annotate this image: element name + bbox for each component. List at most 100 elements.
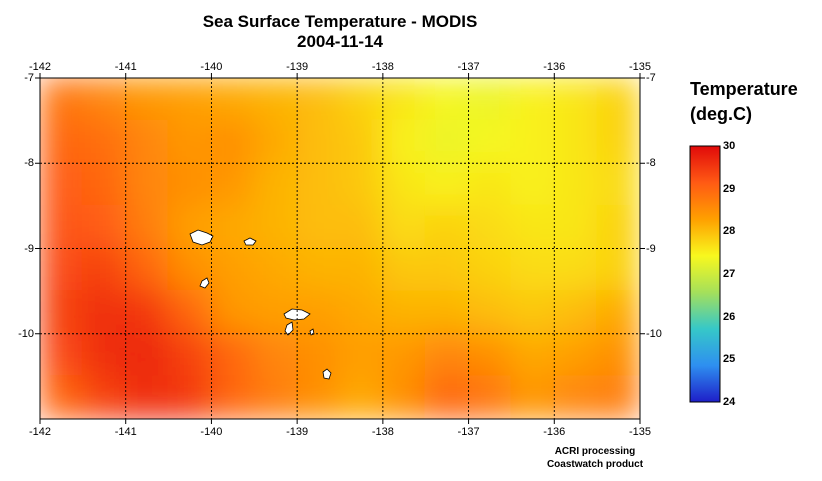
y-tick-label-left: -8 [24,157,34,170]
sst-cell [553,332,599,378]
sst-cell [510,204,556,250]
x-tick-label-bottom: -142 [28,426,52,438]
sst-cell [210,290,256,335]
sst-cell [510,162,556,207]
sst-cell [296,162,341,207]
sst-cell [339,247,384,293]
sst-cell [424,78,470,122]
sst-cell [339,290,384,335]
sst-cell [124,332,170,378]
sst-cell [40,375,84,419]
y-tick-label-left: -7 [24,72,34,84]
sst-cell [167,290,213,335]
sst-cell [424,332,470,378]
y-tick-label-right: -7 [646,72,656,84]
x-tick-label-bottom: -136 [543,426,566,438]
sst-cell [40,332,84,378]
y-tick-label-left: -10 [18,327,34,340]
sst-cell [167,375,213,419]
sst-cell [381,204,427,250]
map-title: Sea Surface Temperature - MODIS [202,12,478,31]
x-tick-label-bottom: -139 [286,426,309,438]
sst-cell [596,290,640,335]
map-date: 2004-11-14 [296,32,384,51]
colorbar-units: (deg.C) [690,104,752,124]
sst-cell [124,204,170,250]
sst-cell [553,247,599,293]
sst-cell [596,119,640,165]
colorbar-title: Temperature [690,79,798,99]
colorbar [689,145,721,403]
sst-cell [210,119,256,165]
sst-cell [424,247,470,293]
sst-cell [381,332,427,378]
sst-cell [253,247,299,293]
sst-cell [596,78,640,122]
sst-cell [467,204,513,250]
x-tick-label-bottom: -140 [200,426,223,438]
sst-cell [167,119,213,165]
sst-cell [253,204,299,250]
sst-cell [210,332,256,378]
sst-cell [510,78,556,122]
sst-cell [40,119,84,165]
sst-cell [253,332,299,378]
sst-cell [553,119,599,165]
sst-cell [81,78,127,122]
sst-cell [510,332,556,378]
sst-field [40,78,640,419]
sst-cell [596,247,640,293]
island-fatu-hiva [322,368,332,380]
sst-cell [253,119,299,165]
sst-cell [124,119,170,165]
y-tick-label-right: -10 [646,327,662,340]
colorbar-tick-label: 30 [723,140,736,152]
sst-cell [339,162,384,207]
x-tick-label-top: -140 [200,61,223,73]
sst-cell [81,375,127,419]
sst-cell [467,247,513,293]
sst-cell [296,119,341,165]
credit-processing: ACRI processing [554,446,636,457]
sst-cell [124,162,170,207]
sst-cell [510,247,556,293]
sst-cell [40,290,84,335]
sst-cell [40,204,84,250]
colorbar-tick-label: 28 [723,225,736,238]
sst-cell [510,119,556,165]
sst-cell [296,78,341,122]
sst-cell [596,332,640,378]
sst-cell [296,332,341,378]
sst-cell [81,119,127,165]
sst-cell [553,78,599,122]
sst-cell [467,375,513,419]
sst-cell [81,290,127,335]
y-tick-label-right: -8 [646,157,656,170]
x-tick-label-top: -141 [114,61,137,73]
sst-cell [124,375,170,419]
sst-cell [296,375,341,419]
sst-cell [124,290,170,335]
sst-cell [553,204,599,250]
x-tick-label-top: -138 [371,61,394,73]
sst-cell [553,290,599,335]
island-eiao [199,277,210,289]
sst-cell [467,290,513,335]
sst-cell [167,78,213,122]
sst-cell [424,162,470,207]
sst-cell [81,162,127,207]
sst-cell [339,375,384,419]
sst-cell [424,290,470,335]
x-tick-label-bottom: -141 [114,426,137,438]
y-tick-label-right: -9 [646,242,656,255]
sst-cell [381,78,427,122]
island-ua-pou [243,237,257,246]
colorbar-tick-label: 26 [723,310,736,323]
sst-cell [424,204,470,250]
sst-cell [339,204,384,250]
sst-cell [381,247,427,293]
y-tick-label-left: -9 [24,242,34,255]
credit-product: Coastwatch product [546,459,644,470]
x-tick-label-bottom: -138 [371,426,394,438]
sst-cell [467,119,513,165]
